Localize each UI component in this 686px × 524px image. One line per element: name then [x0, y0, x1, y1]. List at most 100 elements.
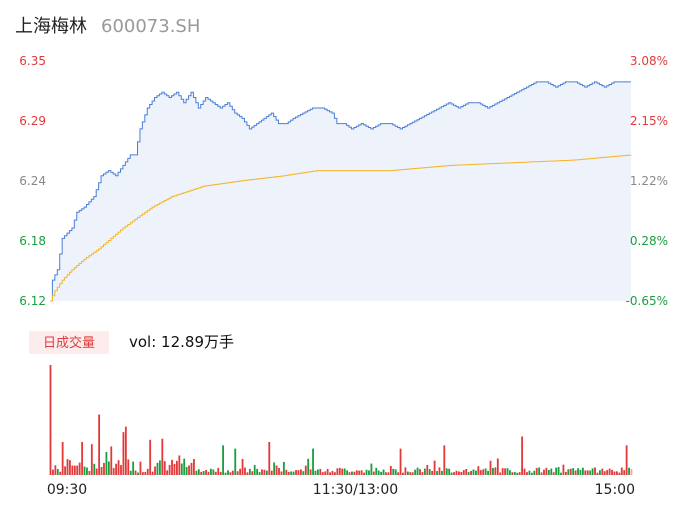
stock-title: 上海梅林 600073.SH — [15, 12, 200, 38]
volume-bar — [273, 462, 276, 475]
volume-bar — [620, 467, 623, 475]
volume-bar — [90, 444, 93, 475]
volume-tag-bg — [29, 331, 109, 354]
volume-bar — [202, 471, 205, 475]
volume-bar — [623, 470, 626, 475]
volume-bar — [438, 467, 441, 475]
volume-bar — [538, 467, 541, 475]
volume-bar — [343, 468, 346, 475]
volume-bar — [431, 470, 434, 475]
volume-bar — [141, 472, 144, 475]
volume-bar — [214, 471, 217, 475]
y-axis-percent-labels: 3.08% 2.15% 1.22% 0.28% -0.65% — [626, 54, 668, 308]
volume-bar — [69, 460, 71, 475]
price-line — [50, 81, 631, 302]
volume-bar — [83, 466, 86, 475]
volume-bar — [591, 468, 594, 475]
volume-bar — [499, 472, 502, 475]
volume-bar — [197, 469, 200, 475]
volume-bar — [564, 471, 567, 475]
volume-bar — [523, 468, 526, 475]
volume-bar — [78, 462, 81, 475]
y-tick-percent: 0.28% — [630, 234, 668, 248]
volume-bar — [550, 468, 553, 475]
volume-bar — [406, 471, 409, 475]
volume-bar — [73, 465, 76, 475]
stock-name: 上海梅林 — [15, 16, 87, 37]
volume-bar — [341, 468, 344, 475]
volume-bar — [601, 468, 604, 475]
volume-bar — [506, 468, 509, 475]
volume-bar — [581, 467, 584, 475]
volume-bar — [618, 472, 621, 475]
volume-bar — [370, 463, 373, 475]
y-tick-price: 6.18 — [19, 234, 46, 248]
volume-bar — [239, 468, 242, 475]
volume-bar — [465, 469, 468, 475]
volume-bar — [399, 448, 402, 475]
volume-bar — [234, 448, 237, 475]
volume-bar — [377, 470, 380, 475]
volume-bar — [547, 469, 550, 475]
volume-bar — [163, 461, 166, 475]
volume-bar — [265, 470, 268, 475]
volume-bar — [360, 470, 363, 475]
volume-bar — [52, 469, 54, 475]
x-tick-label: 11:30/13:00 — [313, 482, 398, 498]
volume-bar — [557, 467, 560, 475]
volume-bar — [387, 472, 390, 475]
volume-bar — [572, 468, 575, 475]
volume-bar — [421, 472, 424, 475]
volume-bar — [76, 465, 79, 475]
volume-bar — [346, 470, 348, 475]
volume-bar — [246, 472, 249, 475]
volume-bar — [210, 468, 212, 475]
volume-bar — [509, 470, 511, 475]
volume-bar — [256, 468, 259, 475]
volume-bar — [137, 472, 139, 475]
volume-bar — [380, 471, 383, 475]
volume-bar — [625, 445, 628, 475]
volume-bar — [236, 471, 239, 475]
y-tick-price: 6.35 — [19, 54, 46, 68]
y-axis-price-labels: 6.35 6.29 6.24 6.18 6.12 — [19, 54, 46, 308]
volume-bar — [329, 472, 331, 475]
volume-bar — [338, 467, 341, 475]
volume-bar — [513, 472, 516, 475]
volume-bar — [168, 464, 171, 475]
volume-bar — [287, 471, 290, 475]
volume-bar — [105, 452, 108, 475]
volume-bar — [66, 459, 69, 475]
volume-bar — [504, 468, 507, 475]
volume-bar — [489, 460, 492, 475]
volume-bar — [49, 365, 52, 475]
volume-bar — [470, 470, 472, 475]
y-tick-price: 6.12 — [19, 294, 46, 308]
y-tick-price: 6.24 — [19, 174, 46, 188]
y-tick-percent: 1.22% — [630, 174, 668, 188]
volume-bar — [193, 458, 195, 475]
volume-bar — [603, 471, 606, 475]
volume-bar — [244, 467, 246, 475]
volume-bar — [358, 470, 361, 475]
volume-bar — [411, 472, 414, 475]
volume-bar — [56, 469, 59, 475]
volume-bar — [227, 470, 229, 475]
volume-bar — [562, 464, 565, 475]
volume-bar — [124, 426, 127, 475]
volume-bar — [584, 470, 587, 475]
volume-bar — [54, 465, 57, 475]
volume-bar — [175, 460, 178, 475]
y-tick-price: 6.29 — [19, 114, 46, 128]
volume-bar — [455, 470, 458, 475]
volume-bar — [134, 470, 137, 475]
volume-bar — [180, 463, 183, 475]
y-tick-percent: 2.15% — [630, 114, 668, 128]
volume-bar — [278, 467, 280, 475]
volume-bar — [484, 468, 487, 475]
volume-bar — [457, 471, 460, 475]
volume-bar — [64, 466, 66, 475]
volume-bar — [261, 469, 263, 475]
volume-bar — [348, 472, 351, 475]
volume-bar — [129, 470, 132, 475]
